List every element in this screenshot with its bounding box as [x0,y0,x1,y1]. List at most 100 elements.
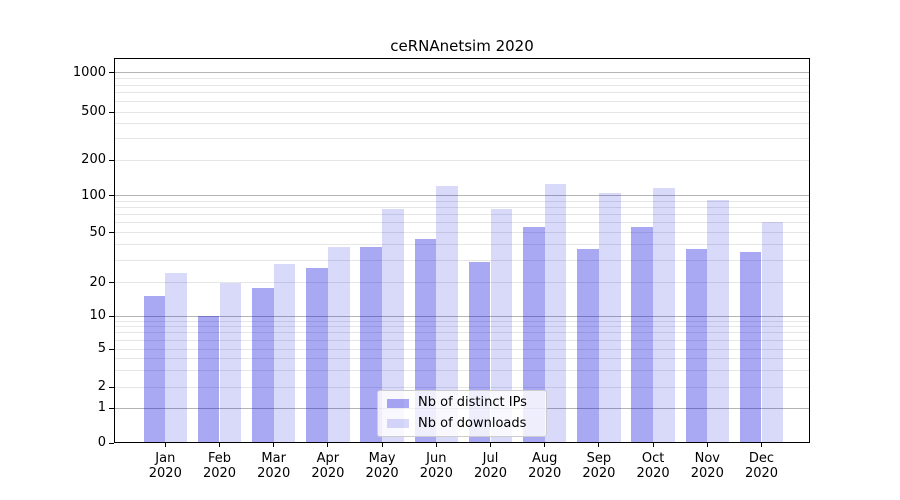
ytick-label-200: 200 [81,152,106,167]
gridline-minor [115,92,809,94]
xtick-label-nov-2020: Nov 2020 [690,451,724,481]
bar-ips-apr-2020 [306,268,328,443]
ytick-mark [109,111,114,113]
ytick-mark [109,282,114,283]
ytick-mark [109,348,114,350]
gridline-minor [115,138,809,140]
gridline-minor [115,206,809,208]
chart-title: ceRNAnetsim 2020 [390,37,534,55]
gridline-minor [115,101,809,103]
gridline-minor [115,332,809,334]
xtick-label-feb-2020: Feb 2020 [202,451,237,481]
ytick-label-50: 50 [89,224,106,240]
gridline-minor [115,84,809,86]
ytick-label-500: 500 [81,104,106,119]
bar-ips-aug-2020 [523,227,545,443]
gridline-minor [115,232,809,233]
xtick-label-aug-2020: Aug 2020 [528,451,562,481]
gridline-minor [115,386,809,388]
xtick-mark [598,443,600,447]
ytick-label-1: 1 [97,400,106,415]
bar-ips-sep-2020 [577,248,599,443]
legend-label-downloads: Nb of downloads [418,415,527,431]
xtick-label-apr-2020: Apr 2020 [311,451,345,481]
ytick-mark [109,386,114,388]
ytick-mark [109,442,114,444]
xtick-label-dec-2020: Dec 2020 [744,451,779,481]
xtick-mark [652,443,654,447]
xtick-mark [706,443,708,447]
xtick-mark [761,443,762,447]
xtick-mark [381,443,383,447]
gridline-minor [115,369,809,371]
xtick-label-jan-2020: Jan 2020 [148,451,182,481]
xtick-label-jul-2020: Jul 2020 [473,451,508,481]
bar-ips-mar-2020 [252,287,274,443]
ytick-label-5: 5 [97,341,106,356]
bar-ips-nov-2020 [685,248,708,443]
xtick-label-oct-2020: Oct 2020 [636,451,670,481]
gridline-minor [115,222,809,224]
bar-downloads-apr-2020 [327,247,350,443]
ytick-mark [109,159,114,161]
gridline-minor [115,123,809,125]
ytick-label-100: 100 [81,187,106,203]
xtick-mark [219,443,220,447]
xtick-mark [490,443,491,447]
ytick-mark [109,407,114,409]
ytick-label-1000: 1000 [72,64,106,80]
gridline-minor [115,200,809,202]
gridline-minor [115,357,809,359]
xtick-mark [164,443,166,447]
gridline-major [115,315,809,317]
gridline-minor [115,244,809,246]
bar-downloads-may-2020 [382,208,404,443]
ytick-mark [109,72,114,73]
xtick-mark [273,443,275,447]
bar-downloads-jun-2020 [436,186,458,443]
bar-downloads-sep-2020 [598,193,621,443]
bar-downloads-feb-2020 [219,282,242,443]
bar-ips-dec-2020 [739,251,762,443]
gridline-minor [115,348,809,350]
xtick-label-mar-2020: Mar 2020 [257,451,291,481]
bar-downloads-oct-2020 [653,188,675,443]
bar-ips-feb-2020 [197,316,220,443]
ytick-label-10: 10 [89,308,106,323]
ytick-label-20: 20 [89,274,106,290]
gridline-major [115,195,809,196]
legend: Nb of distinct IPs Nb of downloads [377,390,547,437]
ytick-label-2: 2 [97,379,106,394]
bar-downloads-dec-2020 [761,221,784,443]
ytick-mark [109,315,114,317]
xtick-label-sep-2020: Sep 2020 [582,451,616,481]
ytick-mark [109,232,114,233]
bar-downloads-jul-2020 [490,208,513,443]
gridline-minor [115,326,809,328]
ytick-mark [109,195,114,196]
gridline-minor [115,78,809,79]
xtick-mark [327,443,329,447]
gridline-minor [115,320,809,322]
legend-swatch-ips [387,398,409,408]
ytick-label-0: 0 [97,435,106,450]
gridline-minor [115,259,809,261]
bar-downloads-jan-2020 [165,272,187,443]
bar-downloads-aug-2020 [544,184,567,443]
xtick-label-may-2020: May 2020 [365,451,399,481]
bar-downloads-mar-2020 [273,264,296,443]
bar-ips-oct-2020 [631,227,654,443]
gridline-minor [115,282,809,283]
legend-item-downloads: Nb of downloads [387,415,537,433]
gridline-minor [115,339,809,341]
xtick-label-jun-2020: Jun 2020 [419,451,453,481]
legend-label-ips: Nb of distinct IPs [418,395,527,411]
xtick-mark [544,443,546,447]
bar-ips-jan-2020 [143,296,166,443]
bar-downloads-nov-2020 [707,199,729,443]
legend-item-ips: Nb of distinct IPs [387,394,537,412]
gridline-minor [115,159,809,161]
gridline-major [115,72,809,73]
gridline-minor [115,214,809,216]
